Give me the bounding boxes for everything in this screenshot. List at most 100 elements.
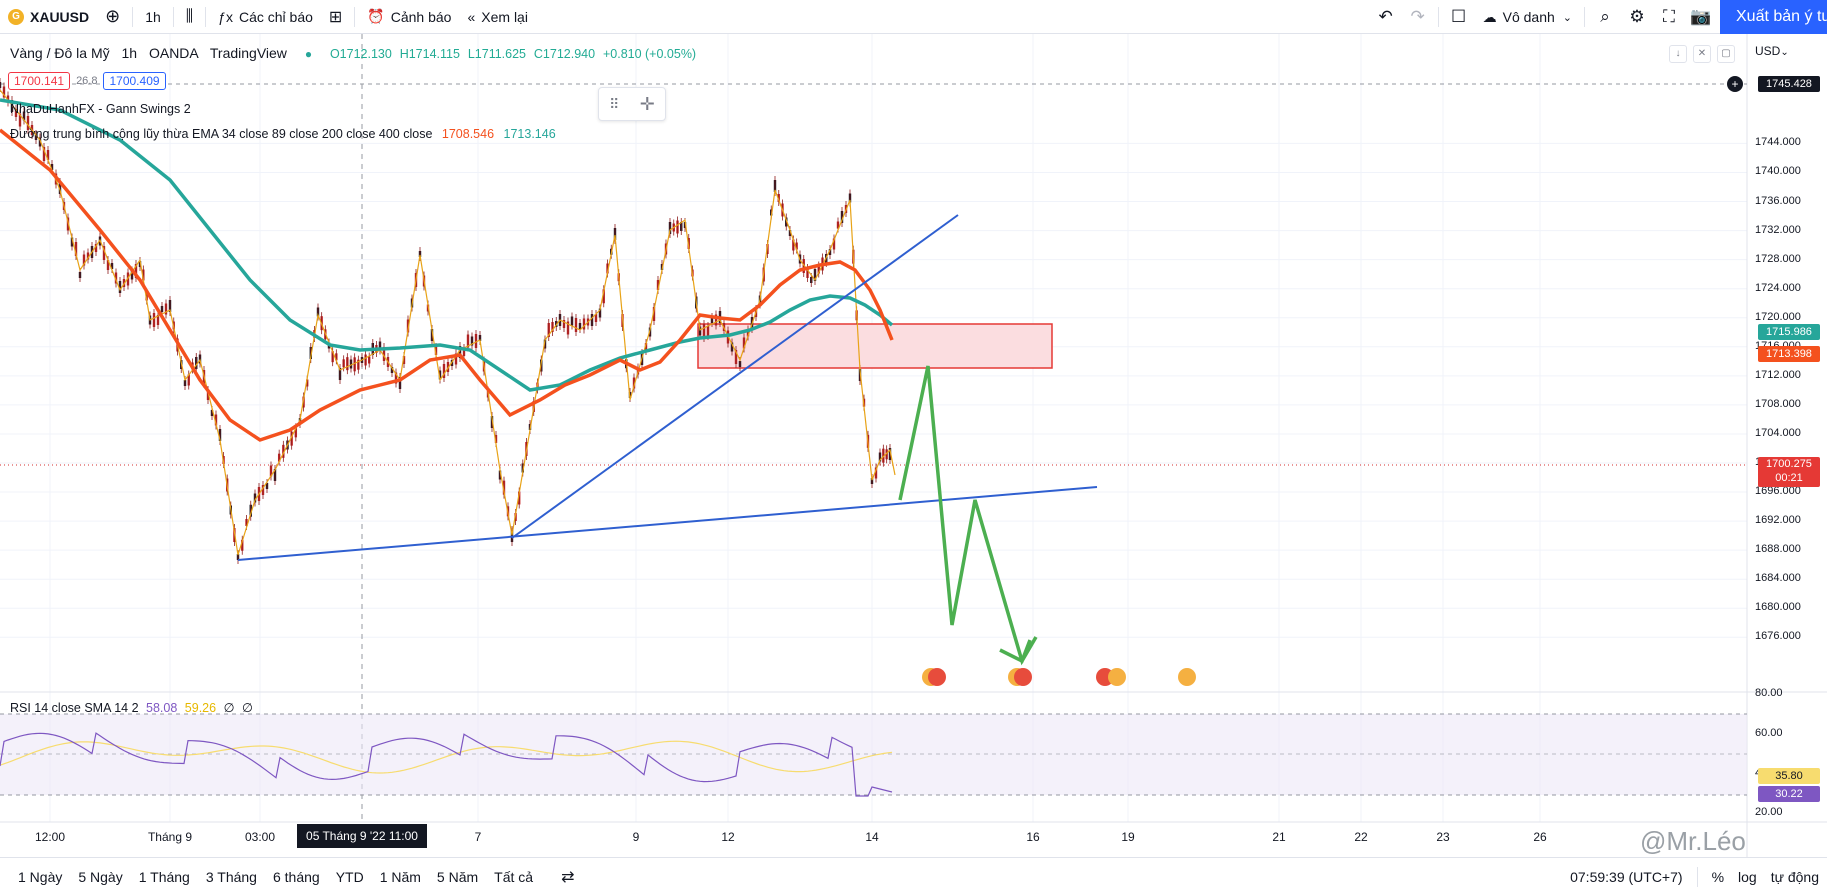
fullscreen-button[interactable]: ⛶ xyxy=(1653,0,1685,34)
settings-button[interactable]: ⚙ xyxy=(1621,0,1653,34)
maximize-icon[interactable]: ▢ xyxy=(1717,45,1735,63)
legend-interval: 1h xyxy=(121,45,138,61)
range-button[interactable]: 1 Tháng xyxy=(138,868,190,885)
goto-date-icon[interactable]: ⇄ xyxy=(561,868,575,886)
ohlc-high: H1714.115 xyxy=(399,47,460,61)
range-button[interactable]: 1 Ngày xyxy=(18,868,63,885)
gann-swing-line xyxy=(0,89,896,556)
percent-scale-button[interactable]: % xyxy=(1711,869,1725,885)
grid-lines xyxy=(0,34,1747,822)
currency-selector[interactable]: USD⌄ xyxy=(1755,44,1789,58)
candles-icon: ⫼ xyxy=(185,7,194,25)
bar-countdown: 00:21 xyxy=(1775,472,1803,484)
alert-label: Cảnh báo xyxy=(390,8,452,25)
redo-icon: ↷ xyxy=(1410,7,1425,26)
auto-scale-button[interactable]: tự động xyxy=(1770,869,1819,885)
chart-canvas[interactable] xyxy=(0,34,1827,857)
gear-icon: ⚙ xyxy=(1629,7,1645,26)
rsi-legend[interactable]: RSI 14 close SMA 14 2 58.08 59.26 ∅ ∅ xyxy=(10,700,253,715)
divider xyxy=(1696,867,1698,887)
layout-name-button[interactable]: ☁ Vô danh ⌄ xyxy=(1475,0,1580,34)
layout-button[interactable]: ☐ xyxy=(1443,0,1475,34)
snapshot-button[interactable]: 📷 xyxy=(1685,0,1717,34)
price-tag-high: 1745.428 xyxy=(1758,76,1820,92)
range-button[interactable]: 6 tháng xyxy=(272,868,320,885)
indicator-gann-label[interactable]: NhaDuHanhFX - Gann Swings 2 xyxy=(10,102,191,116)
price-tick: 1724.000 xyxy=(1755,281,1801,294)
top-toolbar: G XAUUSD ⊕ 1h ⫼ ƒx Các chỉ báo ⊞ ⏰ Cảnh … xyxy=(0,0,1827,34)
range-button[interactable]: 5 Ngày xyxy=(78,868,123,885)
price-tick: 1740.000 xyxy=(1755,165,1801,178)
log-scale-button[interactable]: log xyxy=(1738,869,1757,885)
chevron-down-icon: ⌄ xyxy=(1562,11,1572,24)
crosshair-icon[interactable]: ✛ xyxy=(639,93,655,114)
right-toolbar: ↶ ↷ ☐ ☁ Vô danh ⌄ ⌕ ⚙ ⛶ 📷 xyxy=(1370,0,1717,34)
arrow-down-icon[interactable]: ↓ xyxy=(1669,45,1687,63)
ohlc-open: O1712.130 xyxy=(329,47,392,61)
rsi-tag: 30.22 xyxy=(1758,786,1820,802)
drag-handle-icon[interactable]: ⠿ xyxy=(609,95,620,112)
price-tick: 1704.000 xyxy=(1755,426,1801,439)
spread-value: 26.8 xyxy=(76,75,98,87)
price-tick: 1744.000 xyxy=(1755,136,1801,149)
legend-exchange: OANDA xyxy=(148,45,198,61)
ema-teal-value: 1713.146 xyxy=(503,127,556,141)
undo-button[interactable]: ↶ xyxy=(1370,0,1402,34)
trendline-rising[interactable] xyxy=(511,214,959,539)
compare-symbol-button[interactable]: ⊕ xyxy=(97,0,128,34)
close-icon[interactable]: ✕ xyxy=(1693,45,1711,63)
ohlc-close: C1712.940 xyxy=(533,47,596,61)
alert-button[interactable]: ⏰ Cảnh báo xyxy=(359,0,459,34)
us-flag-icon xyxy=(1014,668,1032,686)
rsi-value: 58.08 xyxy=(146,701,178,715)
projection-path[interactable] xyxy=(898,365,1038,666)
us-flag-icon xyxy=(928,668,946,686)
price-tag-current: 1700.275 00:21 xyxy=(1758,457,1820,487)
publish-idea-button[interactable]: Xuất bản ý tưởng xyxy=(1720,0,1827,34)
indicators-button[interactable]: ƒx Các chỉ báo xyxy=(210,0,321,34)
time-tick: 23 xyxy=(1436,830,1450,844)
time-tick: 16 xyxy=(1026,830,1040,844)
range-button[interactable]: 1 Năm xyxy=(379,868,421,885)
rsi-sma-line xyxy=(0,740,893,774)
price-tick: 1676.000 xyxy=(1755,630,1801,643)
drawing-toolbar[interactable]: ⠿ ✛ xyxy=(598,87,666,121)
rsi-extra-2: ∅ xyxy=(241,701,253,715)
buy-price-button[interactable]: 1700.409 xyxy=(103,72,166,90)
ema-teal-line xyxy=(0,98,894,392)
layout-name-label: Vô danh xyxy=(1502,9,1555,25)
redo-button[interactable]: ↷ xyxy=(1402,0,1434,34)
indicator-ema-legend[interactable]: Đường trung bình cộng lũy thừa EMA 34 cl… xyxy=(10,127,556,141)
price-tick: 1680.000 xyxy=(1755,601,1801,614)
time-tick: 21 xyxy=(1272,830,1286,844)
indicator-ema-label: Đường trung bình cộng lũy thừa EMA 34 cl… xyxy=(10,127,433,141)
chart-type-button[interactable]: ⫼ xyxy=(178,0,201,34)
divider xyxy=(354,6,356,27)
chevron-down-icon: ⌄ xyxy=(1780,47,1789,58)
us-flag-icon xyxy=(1108,668,1126,686)
trendline-support[interactable] xyxy=(237,486,1098,561)
sell-price-button[interactable]: 1700.141 xyxy=(8,72,71,90)
templates-button[interactable]: ⊞ xyxy=(321,0,350,34)
time-tick: 14 xyxy=(865,830,879,844)
search-button[interactable]: ⌕ xyxy=(1589,0,1621,34)
add-alert-plus-icon[interactable]: + xyxy=(1727,76,1743,92)
symbol-search[interactable]: G XAUUSD xyxy=(0,0,97,34)
market-open-dot-icon: ● xyxy=(304,47,313,61)
range-button[interactable]: YTD xyxy=(335,868,364,885)
price-tick: 1728.000 xyxy=(1755,252,1801,265)
price-tick: 1688.000 xyxy=(1755,543,1801,556)
replay-button[interactable]: « Xem lại xyxy=(459,0,535,34)
grid-icon: ⊞ xyxy=(328,8,343,26)
square-icon: ☐ xyxy=(1450,7,1467,26)
timezone-clock[interactable]: 07:59:39 (UTC+7) xyxy=(1570,869,1683,885)
range-button[interactable]: 3 Tháng xyxy=(205,868,257,885)
interval-button[interactable]: 1h xyxy=(137,0,169,34)
price-tick: 1684.000 xyxy=(1755,572,1801,585)
ema-red-line xyxy=(0,128,894,442)
range-button[interactable]: Tất cả xyxy=(494,868,534,885)
bid-ask-panel: 1700.141 26.8 1700.409 xyxy=(8,72,166,90)
us-flag-icon[interactable] xyxy=(1178,668,1196,686)
range-button[interactable]: 5 Năm xyxy=(436,868,479,885)
event-flags[interactable] xyxy=(922,668,1196,686)
